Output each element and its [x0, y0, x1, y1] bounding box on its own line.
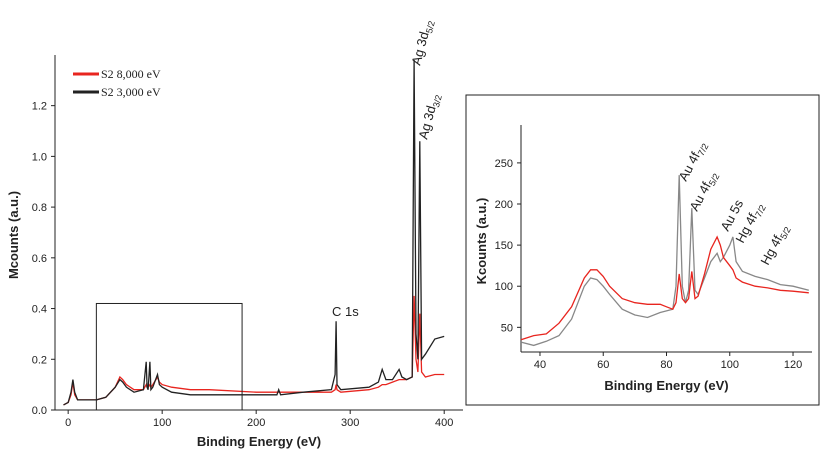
y-tick-label: 0.4	[32, 304, 47, 316]
peak-label-sub: 5/2	[424, 20, 437, 35]
y-tick-label: 0.0	[32, 405, 47, 417]
y-tick-label: 250	[495, 158, 513, 170]
y-tick-label: 200	[495, 199, 513, 211]
chart-panel: 0.0 0.2 0.4 0.6 0.8 1.0 1.2 0 100 200 300 400 Bindin…	[6, 18, 463, 449]
x-tick-label: 100	[153, 417, 171, 429]
legend-label: S2 3,000 eV	[101, 85, 161, 99]
peak-label-text: Ag 3d	[415, 104, 438, 141]
series-line	[520, 175, 809, 347]
peak-label: Ag 3d3/2	[415, 92, 443, 141]
x-tick-label: 300	[341, 417, 359, 429]
y-axis-label: Kcounts (a.u.)	[474, 198, 489, 285]
x-axis-label: Binding Energy (eV)	[197, 434, 321, 449]
series-line	[520, 235, 809, 341]
y-tick-label: 0.8	[32, 202, 47, 214]
x-tick-label: 40	[534, 359, 546, 371]
inset-frame	[465, 94, 820, 406]
y-tick-label: 50	[501, 322, 513, 334]
y-tick-label: 1.0	[32, 151, 47, 163]
x-tick-label: 80	[660, 359, 672, 371]
y-tick-label: 0.2	[32, 354, 47, 366]
y-tick-label: 0.6	[32, 253, 47, 265]
peak-label-text: C 1s	[332, 304, 359, 319]
legend-label: S2 8,000 eV	[101, 67, 161, 81]
peak-label-sub: 3/2	[431, 94, 444, 109]
peak-label: C 1s	[332, 304, 359, 319]
y-tick-label: 100	[495, 281, 513, 293]
peak-label-text: Ag 3d	[408, 30, 431, 67]
x-axis-label: Binding Energy (eV)	[604, 378, 728, 393]
x-tick-label: 100	[721, 359, 739, 371]
peak-label: Ag 3d5/2	[408, 18, 436, 67]
series-line	[63, 295, 445, 406]
y-tick-label: 150	[495, 240, 513, 252]
zoom-region	[95, 302, 243, 411]
y-tick-label: 1.2	[32, 101, 47, 113]
x-tick-label: 0	[65, 417, 71, 429]
x-tick-label: 120	[784, 359, 802, 371]
chart-panel: 50 100 150 200 250 40 60 80 100 120 Binding Energy…	[465, 94, 820, 406]
x-tick-label: 200	[247, 417, 265, 429]
x-tick-label: 400	[435, 417, 453, 429]
y-axis-label: Mcounts (a.u.)	[6, 191, 21, 279]
x-tick-label: 60	[597, 359, 609, 371]
series-line	[63, 59, 445, 406]
